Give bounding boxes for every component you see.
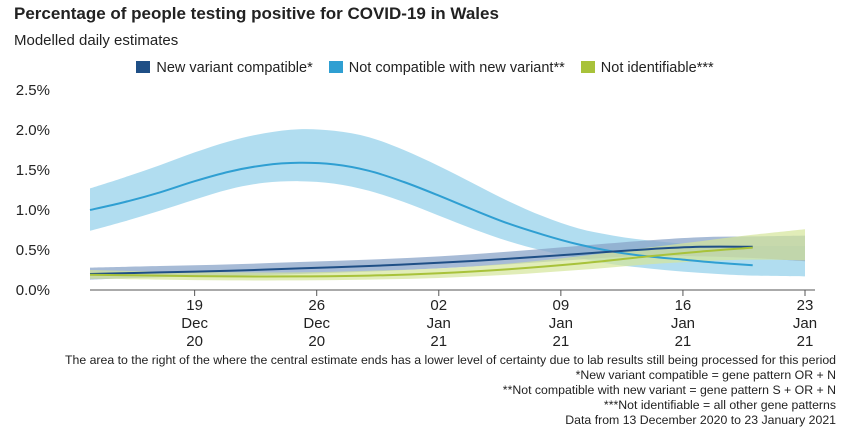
x-tick-label: 16 <box>675 297 692 314</box>
legend-label-not-compatible: Not compatible with new variant** <box>348 60 565 77</box>
legend-swatch-not-compatible <box>328 61 343 74</box>
x-tick-label: Dec <box>303 315 330 332</box>
y-tick-label: 2.5% <box>16 82 50 99</box>
x-tick-label: 20 <box>308 333 325 350</box>
y-tick-label: 2.0% <box>16 122 50 139</box>
note-data-range: Data from 13 December 2020 to 23 January… <box>565 413 836 427</box>
line-new-variant <box>89 245 753 275</box>
legend-item-not-compatible: Not compatible with new variant** <box>328 60 565 77</box>
x-tick-label: 19 <box>186 297 203 314</box>
x-tick-label: Jan <box>671 315 695 332</box>
chart-subtitle: Modelled daily estimates <box>14 32 179 49</box>
y-tick-label: 1.5% <box>16 162 50 179</box>
x-tick-label: 09 <box>553 297 570 314</box>
x-tick-label: Jan <box>793 315 817 332</box>
legend-item-new-variant: New variant compatible* <box>136 60 313 77</box>
note-certainty: The area to the right of the where the c… <box>64 353 836 367</box>
x-tick-label: 02 <box>430 297 447 314</box>
note-new-variant-definition: *New variant compatible = gene pattern O… <box>575 368 836 382</box>
y-tick-label: 0.0% <box>16 282 50 299</box>
legend-item-not-identifiable: Not identifiable*** <box>580 60 714 77</box>
x-tick-label: Dec <box>181 315 208 332</box>
band-not-compatible <box>90 129 805 277</box>
note-not-identifiable-definition: ***Not identifiable = all other gene pat… <box>603 398 836 412</box>
legend-label-not-identifiable: Not identifiable*** <box>600 60 714 77</box>
y-tick-label: 0.5% <box>16 242 50 259</box>
x-tick-label: 20 <box>186 333 203 350</box>
x-tick-label: 21 <box>553 333 570 350</box>
x-tick-label: 26 <box>308 297 325 314</box>
line-not-identifiable <box>89 246 753 278</box>
chart-title: Percentage of people testing positive fo… <box>14 4 499 23</box>
y-tick-label: 1.0% <box>16 202 50 219</box>
legend-swatch-not-identifiable <box>580 61 595 74</box>
x-tick-label: Jan <box>427 315 451 332</box>
x-tick-label: 21 <box>675 333 692 350</box>
chart-legend: New variant compatible* Not compatible w… <box>0 60 850 76</box>
x-tick-label: 21 <box>797 333 814 350</box>
x-tick-label: 23 <box>797 297 814 314</box>
legend-swatch-new-variant <box>136 61 151 74</box>
legend-label-new-variant: New variant compatible* <box>156 60 313 77</box>
chart-notes: The area to the right of the where the c… <box>65 353 836 428</box>
x-tick-label: Jan <box>549 315 573 332</box>
x-tick-label: 21 <box>430 333 447 350</box>
note-not-compatible-definition: **Not compatible with new variant = gene… <box>502 383 836 397</box>
